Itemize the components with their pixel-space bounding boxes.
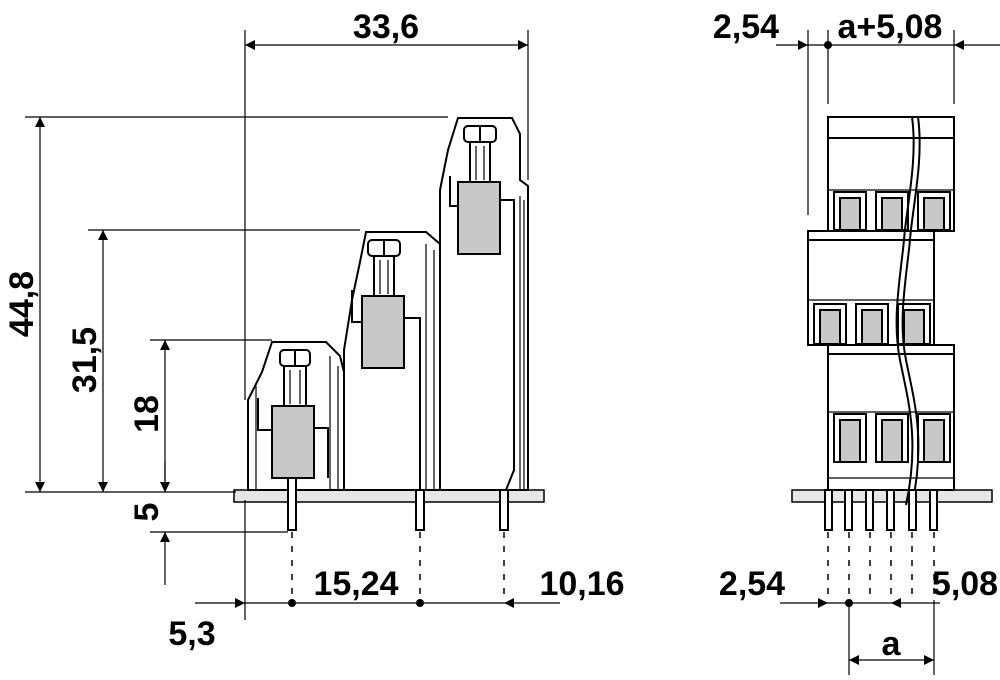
- front-dim-pitch-a: a: [882, 625, 902, 663]
- pins-side: [287, 477, 509, 531]
- tier-mid: [343, 231, 441, 491]
- front-dim-bottom-offset: 2,54: [719, 565, 785, 603]
- front-mid-windows: [813, 303, 931, 345]
- dim-offset-left: 5,3: [168, 615, 215, 653]
- side-view: 33,6 44,8 31,5 18 5 15,24 10,16 5,3: [3, 8, 625, 653]
- front-low-windows: [833, 413, 951, 463]
- pins-front: [824, 489, 938, 531]
- dim-total-width: 33,6: [353, 8, 419, 46]
- break-line: [895, 116, 915, 506]
- front-top-windows: [833, 191, 951, 231]
- dim-pin-length: 5: [128, 503, 166, 522]
- front-view: 2,54 a+5,08 2,54 5,08 a: [713, 8, 1000, 675]
- dim-total-height: 44,8: [3, 271, 41, 337]
- dim-low-height: 18: [128, 395, 166, 433]
- dim-mid-height: 31,5: [66, 327, 104, 393]
- pcb-plate: [233, 489, 545, 503]
- front-dim-top-offset: 2,54: [713, 8, 779, 46]
- tier-low: [247, 341, 345, 491]
- dim-pitch-right: 10,16: [539, 565, 624, 603]
- tier-high: [439, 117, 529, 491]
- front-dim-bottom-pitch: 5,08: [932, 565, 998, 603]
- dim-pitch-left: 15,24: [313, 565, 398, 603]
- front-dim-top-width: a+5,08: [838, 8, 943, 46]
